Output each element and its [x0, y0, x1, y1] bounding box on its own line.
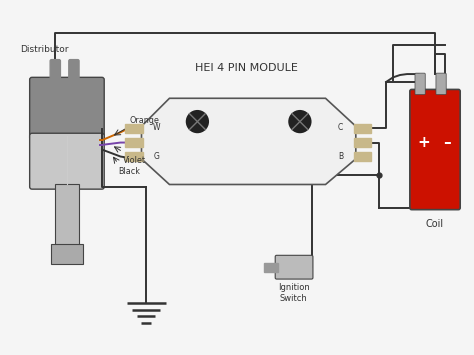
FancyBboxPatch shape [30, 133, 104, 189]
Text: Orange: Orange [130, 116, 160, 125]
Bar [264, 263, 278, 272]
Polygon shape [141, 98, 356, 185]
Text: W: W [153, 123, 161, 132]
Text: Black: Black [118, 167, 140, 176]
FancyBboxPatch shape [275, 255, 313, 279]
Text: B: B [338, 152, 343, 161]
Text: Distributor: Distributor [20, 45, 69, 54]
Circle shape [186, 110, 209, 133]
Bar [125, 124, 143, 133]
Text: Ignition
Switch: Ignition Switch [278, 283, 310, 303]
Text: –: – [443, 135, 451, 150]
FancyBboxPatch shape [69, 60, 79, 83]
FancyBboxPatch shape [410, 89, 460, 210]
Text: +: + [417, 135, 430, 150]
Text: G: G [154, 152, 160, 161]
Bar [125, 152, 143, 161]
Bar [355, 138, 371, 147]
Text: HEI 4 PIN MODULE: HEI 4 PIN MODULE [195, 63, 298, 73]
Bar [355, 152, 371, 161]
Bar [355, 124, 371, 133]
Text: Violet: Violet [123, 155, 146, 165]
Bar [55, 185, 79, 245]
FancyBboxPatch shape [436, 73, 446, 94]
Text: C: C [338, 123, 343, 132]
FancyBboxPatch shape [30, 77, 104, 140]
Bar [125, 138, 143, 147]
FancyBboxPatch shape [415, 73, 425, 94]
FancyBboxPatch shape [50, 60, 60, 83]
Bar [51, 244, 83, 264]
Text: Coil: Coil [426, 219, 444, 229]
Circle shape [288, 110, 311, 133]
